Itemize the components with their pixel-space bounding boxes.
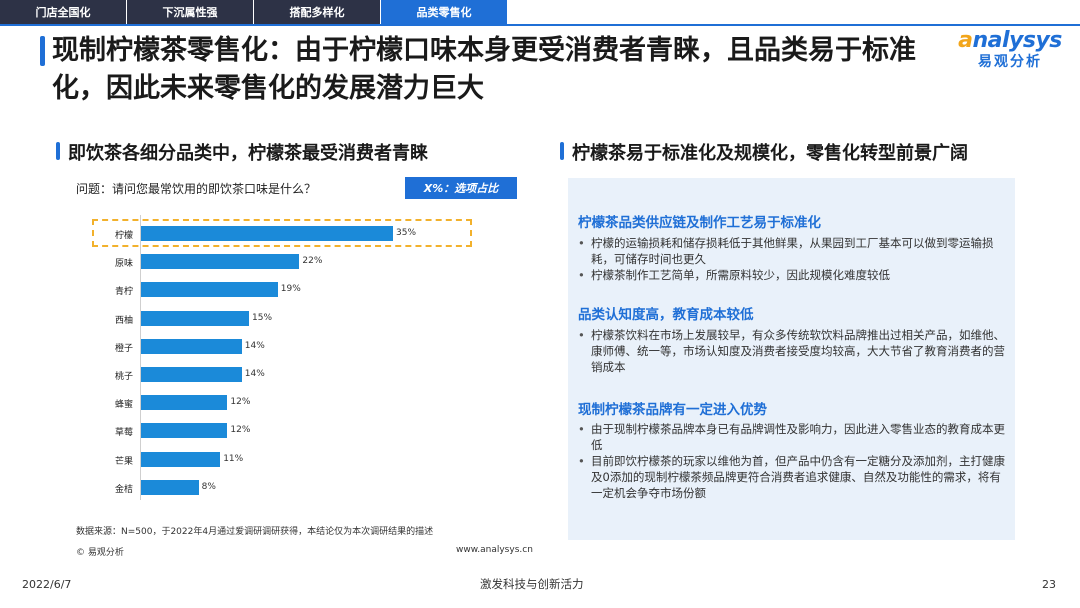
copyright-text: © 易观分析 — [76, 548, 124, 558]
section-tabs: 门店全国化 下沉属性强 搭配多样化 品类零售化 — [0, 0, 508, 24]
category-label: 蜂蜜 — [114, 400, 133, 411]
value-label: 12% — [230, 425, 251, 436]
left-heading-accent — [56, 142, 60, 160]
category-label: 柠檬 — [114, 231, 133, 241]
category-label: 青柠 — [114, 287, 133, 298]
bar-9 — [141, 479, 199, 495]
bullet-brand-influence: 由于现制柠檬茶品牌本身已有品牌调性及影响力，因此进入零售业态的教育成本更低 — [578, 421, 1008, 453]
percentage-badge: X%：选项占比 — [405, 177, 517, 199]
bar-5 — [141, 367, 242, 382]
analysys-logo: analysys 易观分析 — [955, 28, 1065, 71]
tab-sinking-market[interactable]: 下沉属性强 — [127, 0, 253, 24]
survey-question: 问题：请问您最常饮用的即饮茶口味是什么？ — [76, 182, 317, 196]
bullet-simple-process: 柠檬茶制作工艺简单，所需原料较少，因此规模化难度较低 — [578, 267, 1008, 283]
bar-8 — [141, 451, 221, 467]
footer-slogan: 激发科技与创新活力 — [480, 577, 584, 591]
bar-6 — [141, 395, 228, 411]
highlight-box — [92, 219, 472, 247]
category-label: 草莓 — [114, 428, 133, 439]
category-label: 原味 — [114, 259, 133, 270]
bar-4 — [141, 338, 242, 354]
value-label: 11% — [223, 453, 244, 464]
tab-diversified-pairing[interactable]: 搭配多样化 — [254, 0, 380, 24]
value-label: 8% — [201, 481, 216, 492]
title-accent-bar — [40, 36, 45, 66]
page-number: 23 — [1042, 578, 1056, 591]
bar-7 — [141, 423, 228, 439]
bullet-health-trend: 目前即饮柠檬茶的玩家以维他为首，但产品中仍含有一定糖分及添加剂，主打健康及0添加… — [578, 453, 1008, 501]
tab-store-nationalization[interactable]: 门店全国化 — [0, 0, 126, 24]
tab-underline — [0, 24, 1080, 26]
page-title: 现制柠檬茶零售化：由于柠檬口味本身更受消费者青睐，且品类易于标准化，因此未来零售… — [52, 35, 916, 104]
right-heading-accent — [560, 142, 564, 160]
value-label: 35% — [396, 228, 417, 238]
tab-category-retail[interactable]: 品类零售化 — [381, 0, 507, 24]
category-label: 芒果 — [114, 456, 133, 467]
value-label: 12% — [230, 397, 251, 408]
bar-1 — [141, 254, 300, 270]
bar-3 — [141, 310, 249, 326]
block-title-supply-chain: 柠檬茶品类供应链及制作工艺易于标准化 — [578, 215, 821, 231]
bar-0 — [141, 226, 393, 241]
category-label: 金桔 — [114, 484, 133, 495]
value-label: 19% — [280, 284, 301, 295]
bullet-transport-loss: 柠檬的运输损耗和储存损耗低于其他鲜果，从果园到工厂基本可以做到零运输损耗，可储存… — [578, 235, 1008, 267]
chart-axis-line — [140, 215, 141, 500]
category-label: 橙子 — [114, 343, 133, 354]
footer-date: 2022/6/7 — [22, 578, 72, 591]
block-title-brand-advantage: 现制柠檬茶品牌有一定进入优势 — [578, 402, 767, 418]
right-section-heading: 柠檬茶易于标准化及规模化，零售化转型前景广阔 — [572, 143, 968, 164]
block-title-awareness: 品类认知度高，教育成本较低 — [578, 307, 754, 323]
left-section-heading: 即饮茶各细分品类中，柠檬茶最受消费者青睐 — [68, 143, 428, 164]
data-source-note: 数据来源：N=500，于2022年4月通过爱调研调研获得，本结论仅为本次调研结果… — [76, 527, 434, 537]
logo-chinese-name: 易观分析 — [978, 54, 1042, 70]
category-label: 西柚 — [114, 315, 133, 326]
value-label: 14% — [244, 340, 265, 351]
category-label: 桃子 — [114, 372, 133, 382]
bullet-market-awareness: 柠檬茶饮料在市场上发展较早，有众多传统软饮料品牌推出过相关产品，如维他、康师傅、… — [578, 327, 1008, 375]
value-label: 22% — [302, 256, 323, 267]
bar-2 — [141, 282, 278, 298]
website-url[interactable]: www.analysys.cn — [456, 545, 533, 555]
value-label: 15% — [252, 312, 273, 323]
logo-wordmark: analysys — [958, 28, 1062, 53]
value-label: 14% — [244, 369, 265, 379]
